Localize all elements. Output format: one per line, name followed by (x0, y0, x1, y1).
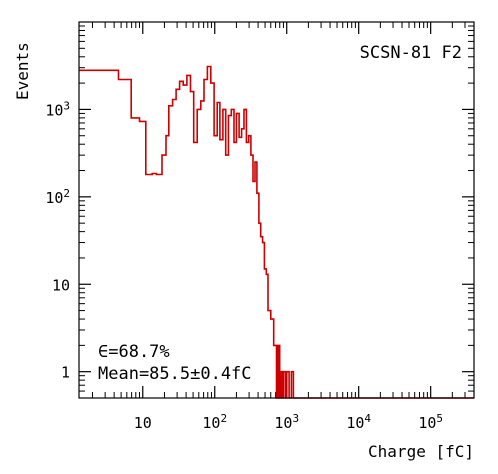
y-tick-label: 1 (61, 364, 70, 382)
mean-annotation: Mean=85.5±0.4fC (98, 364, 252, 384)
y-axis-title: Events (13, 42, 32, 100)
y-major-ticks (79, 108, 474, 373)
y-minor-ticks (79, 25, 474, 392)
chart-title: SCSN-81 F2 (360, 43, 462, 63)
x-tick-label: 10 (134, 414, 152, 432)
plot-frame (78, 21, 475, 399)
x-axis-title: Charge [fC] (368, 442, 474, 461)
x-minor-ticks (91, 22, 466, 398)
efficiency-annotation: ∈=68.7% (98, 342, 170, 362)
histogram-series (79, 65, 474, 399)
y-tick-label: 10 (52, 276, 70, 294)
